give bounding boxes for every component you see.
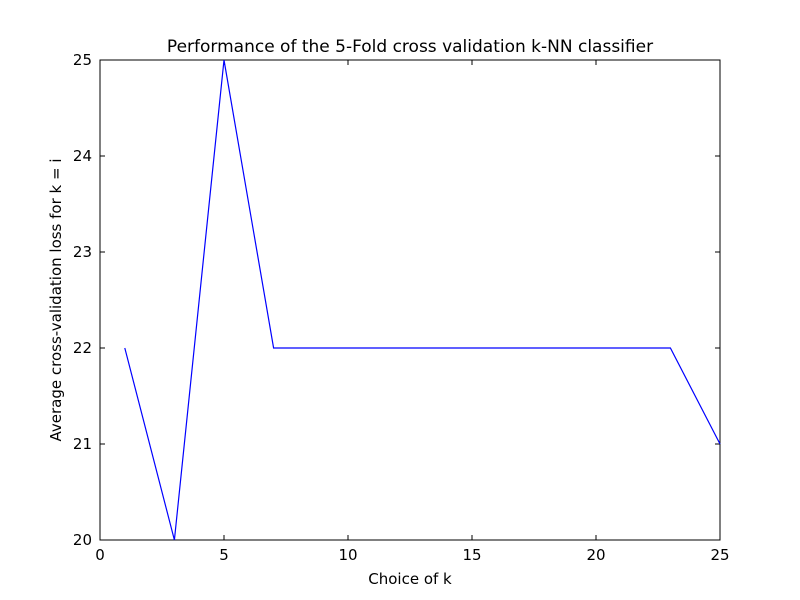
x-axis-ticks: 0 5 10 15 20 25 bbox=[95, 60, 730, 564]
y-tick-label: 25 bbox=[73, 51, 92, 69]
x-tick-label: 20 bbox=[586, 546, 605, 564]
x-tick-label: 15 bbox=[462, 546, 481, 564]
chart-title: Performance of the 5-Fold cross validati… bbox=[167, 37, 653, 57]
y-tick-label: 23 bbox=[73, 243, 92, 261]
y-axis-label: Average cross-validation loss for k = i bbox=[47, 159, 65, 442]
x-tick-label: 5 bbox=[219, 546, 229, 564]
plot-frame bbox=[99, 59, 721, 541]
x-axis-label: Choice of k bbox=[368, 570, 452, 588]
series-line bbox=[124, 59, 721, 541]
x-tick-label: 10 bbox=[338, 546, 357, 564]
x-tick-label: 25 bbox=[710, 546, 729, 564]
y-axis-ticks: 20 21 22 23 24 25 bbox=[73, 51, 720, 549]
y-tick-label: 22 bbox=[73, 339, 92, 357]
y-tick-label: 21 bbox=[73, 435, 92, 453]
y-tick-label: 24 bbox=[73, 147, 92, 165]
series-group bbox=[124, 59, 721, 541]
y-tick-label: 20 bbox=[73, 531, 92, 549]
x-tick-label: 0 bbox=[95, 546, 105, 564]
